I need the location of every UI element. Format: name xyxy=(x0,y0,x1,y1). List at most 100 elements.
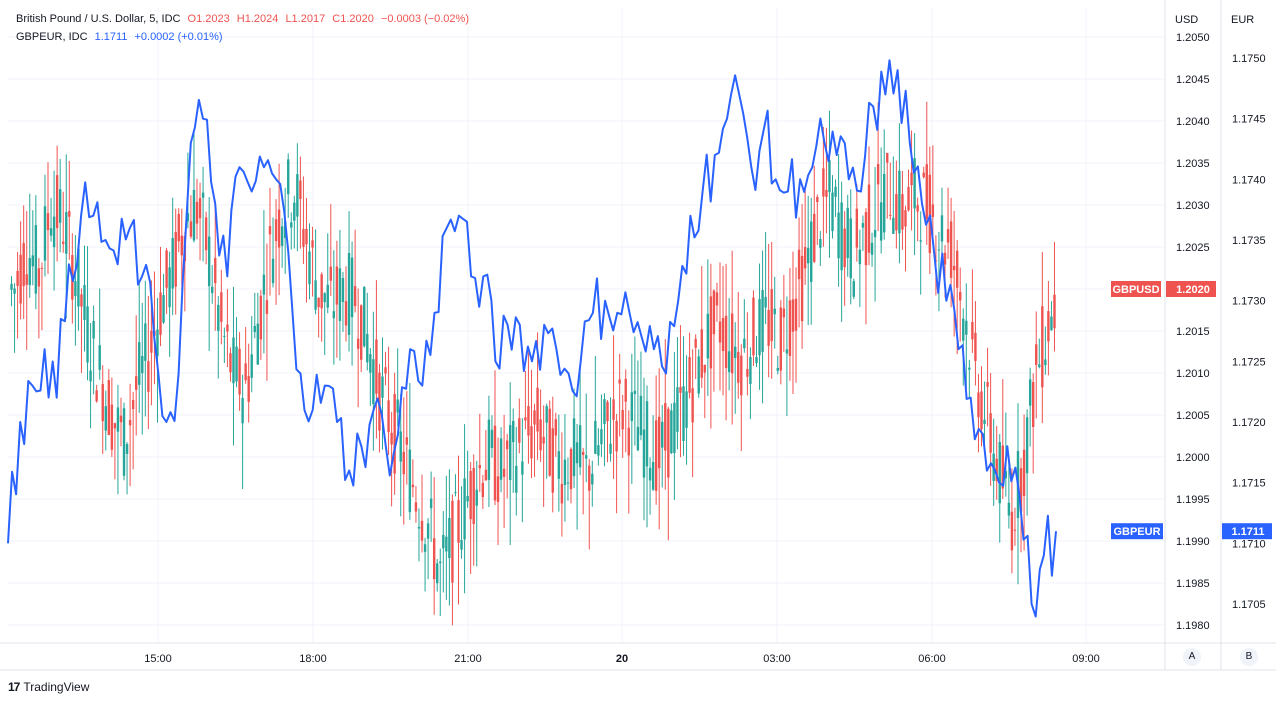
candle-body xyxy=(612,399,615,420)
candle-body xyxy=(904,210,907,227)
candle-body xyxy=(688,357,691,393)
candle-body xyxy=(761,290,764,352)
candle-body xyxy=(89,370,92,382)
candle-body xyxy=(13,288,16,294)
candle-body xyxy=(785,349,789,354)
candle-body xyxy=(1007,502,1011,516)
candle-body xyxy=(122,408,126,476)
candle-body xyxy=(174,231,177,287)
candle-body xyxy=(372,359,375,405)
candle-body xyxy=(490,429,494,448)
candle-body xyxy=(335,266,339,305)
candle-body xyxy=(527,406,530,436)
time-tick-label: 15:00 xyxy=(144,653,172,665)
candle-body xyxy=(1038,364,1041,368)
candle-body xyxy=(937,249,941,251)
candle-body xyxy=(499,438,503,480)
gbpusd-price-tag xyxy=(1166,281,1216,297)
gbpeur-change: +0.0002 (+0.01%) xyxy=(134,31,223,43)
candle-body xyxy=(98,345,101,370)
footer: 17 TradingView xyxy=(8,680,89,694)
candle-body xyxy=(387,400,390,433)
candle-body xyxy=(998,441,1001,504)
candle-body xyxy=(214,257,217,284)
candle-body xyxy=(910,172,913,186)
candle-body xyxy=(484,469,488,481)
candle-body xyxy=(463,478,466,540)
candle-body xyxy=(353,286,357,307)
candle-body xyxy=(794,298,798,331)
candle-body xyxy=(986,382,989,387)
candle-body xyxy=(162,295,165,323)
candle-body xyxy=(788,300,792,356)
candle-body xyxy=(402,451,405,475)
candle-body xyxy=(478,465,481,469)
candle-body xyxy=(493,425,497,501)
candle-body xyxy=(1013,529,1017,531)
candle-body xyxy=(138,342,141,385)
candle-body xyxy=(940,215,944,242)
candle-body xyxy=(749,357,752,384)
scale-b-button[interactable]: B xyxy=(1240,648,1258,666)
candle-body xyxy=(469,471,472,520)
candle-body xyxy=(505,440,509,450)
gbpeur-name-tag xyxy=(1111,523,1163,540)
candle-body xyxy=(223,335,226,337)
candle-body xyxy=(396,399,399,413)
eur-tick-label: 1.1705 xyxy=(1232,599,1266,611)
candle-body xyxy=(569,449,573,490)
candle-body xyxy=(46,213,50,231)
candle-body xyxy=(773,308,776,315)
candle-body xyxy=(502,468,506,477)
candle-body xyxy=(600,429,603,445)
time-tick-label: 20 xyxy=(616,653,628,665)
time-tick-label: 21:00 xyxy=(454,653,482,665)
candle-body xyxy=(512,420,515,443)
candle-body xyxy=(338,268,342,321)
candle-body xyxy=(332,311,336,319)
candle-body xyxy=(673,402,676,454)
candle-body xyxy=(144,323,147,361)
high-value: H1.2024 xyxy=(236,13,279,25)
candle-body xyxy=(125,444,129,454)
candle-body xyxy=(724,315,728,369)
candle-body xyxy=(429,498,433,509)
candle-body xyxy=(344,301,348,326)
candle-body xyxy=(58,189,62,223)
auto-scale-button[interactable]: A xyxy=(1183,648,1201,666)
candle-body xyxy=(156,329,159,357)
candle-body xyxy=(393,394,396,474)
candle-body xyxy=(1019,468,1023,512)
candle-body xyxy=(1031,382,1035,427)
candle-body xyxy=(290,222,293,228)
candle-body xyxy=(19,254,22,304)
candle-body xyxy=(302,228,305,247)
candle-body xyxy=(776,367,779,371)
candle-body xyxy=(508,425,512,481)
candle-body xyxy=(104,406,107,431)
gbpeur-name-tag-text: GBPEUR xyxy=(1113,526,1160,538)
candle-body xyxy=(168,267,171,308)
candle-body xyxy=(810,221,813,282)
candle-body xyxy=(107,380,111,436)
candle-body xyxy=(439,561,442,564)
candle-body xyxy=(536,387,539,432)
candle-body xyxy=(858,249,862,265)
candle-body xyxy=(366,333,369,363)
candle-body xyxy=(375,339,378,394)
usd-tick-label: 1.1985 xyxy=(1176,578,1210,590)
candle-body xyxy=(615,420,618,452)
gbpeur-symbol: GBPEUR, IDC xyxy=(16,31,88,43)
candle-body xyxy=(211,286,214,294)
candle-body xyxy=(436,563,439,584)
candle-body xyxy=(834,186,837,197)
candle-body xyxy=(131,400,135,409)
candle-body xyxy=(727,351,731,373)
candle-body xyxy=(740,355,743,396)
candle-body xyxy=(715,292,719,306)
candle-body xyxy=(633,390,637,394)
candle-body xyxy=(110,404,114,450)
candle-body xyxy=(886,152,889,163)
usd-tick-label: 1.1995 xyxy=(1176,494,1210,506)
